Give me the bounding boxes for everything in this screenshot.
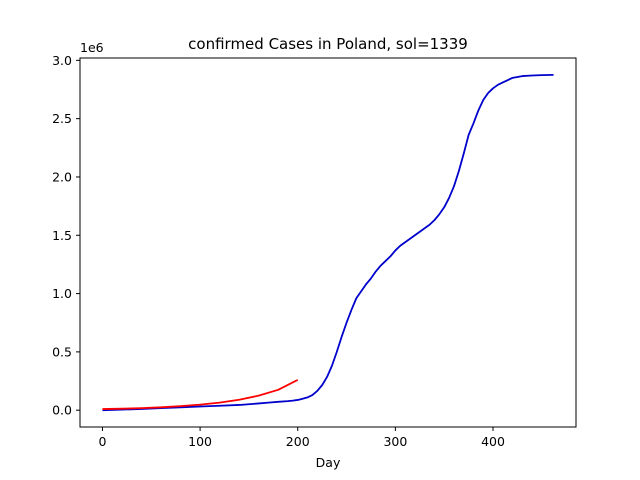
y-offset-text: 1e6: [80, 40, 104, 55]
y-tick-label: 2.0: [52, 169, 72, 184]
x-axis-ticks: 0 100 200 300 400: [98, 427, 505, 449]
x-tick-label: 0: [98, 434, 106, 449]
y-tick-label: 3.0: [52, 53, 72, 68]
x-tick-label: 400: [481, 434, 505, 449]
x-tick-label: 300: [383, 434, 407, 449]
series-line-1: [102, 379, 299, 410]
x-axis-label: Day: [316, 455, 341, 470]
x-tick-label: 100: [188, 434, 212, 449]
y-tick-label: 1.0: [52, 286, 72, 301]
series-line-0: [102, 74, 554, 412]
y-tick-label: 0.0: [52, 403, 72, 418]
chart-title: confirmed Cases in Poland, sol=1339: [188, 35, 468, 53]
plot-frame: [79, 57, 577, 428]
y-tick-label: 1.5: [52, 228, 72, 243]
y-tick-label: 2.5: [52, 111, 72, 126]
y-axis-ticks: 0.0 0.5 1.0 1.5 2.0 2.5 3.0: [52, 53, 80, 418]
y-tick-label: 0.5: [52, 344, 72, 359]
plot-lines: [102, 74, 554, 412]
x-tick-label: 200: [286, 434, 310, 449]
